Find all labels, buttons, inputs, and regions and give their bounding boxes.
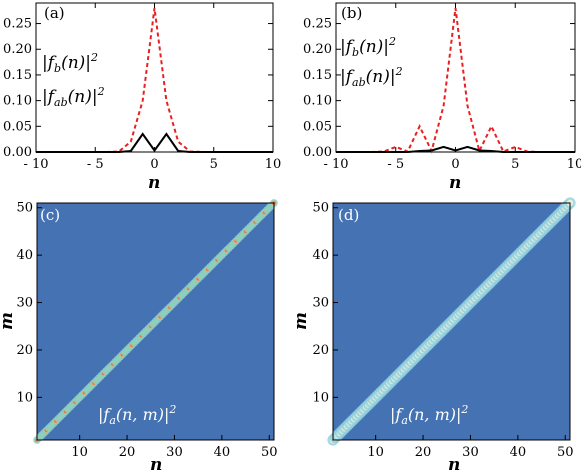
- x-tick-label: 10: [367, 445, 384, 460]
- panel-b-xlabel: n: [449, 173, 461, 193]
- panel-d-label: (d): [338, 206, 359, 224]
- x-tick-label: 20: [415, 445, 432, 460]
- x-tick-label: 0: [451, 157, 459, 172]
- x-tick-label: 10: [567, 157, 581, 172]
- y-tick-label: 0.15: [303, 68, 332, 83]
- x-tick-label: 10: [265, 157, 282, 172]
- x-tick-label: - 5: [387, 157, 404, 172]
- y-tick-label: 0.25: [303, 17, 332, 32]
- x-tick-label: 10: [71, 445, 88, 460]
- x-tick-label: 30: [166, 445, 183, 460]
- y-tick-label: 0.20: [303, 42, 332, 57]
- panel-a-line-chart: (a) |fb(n)|2 |fab(n)|2 n 0.00 0.05 0.10 0.1…: [3, 2, 282, 193]
- y-tick-label: 50: [16, 201, 33, 216]
- x-tick-label: - 5: [87, 157, 104, 172]
- y-tick-label: 10: [16, 390, 33, 405]
- panel-b-legend-fab: |fab(n)|2: [340, 65, 403, 89]
- panel-b-legend-fb: |fb(n)|2: [340, 35, 396, 59]
- y-tick-label: 0.15: [3, 68, 32, 83]
- x-tick-label: - 10: [323, 157, 348, 172]
- panel-a-frame: [35, 2, 274, 153]
- y-tick-label: 20: [312, 343, 329, 358]
- y-tick-label: 30: [312, 296, 329, 311]
- y-tick-label: 0.20: [3, 42, 32, 57]
- x-tick-label: - 10: [23, 157, 48, 172]
- y-tick-label: 50: [312, 201, 329, 216]
- y-tick-label: 40: [16, 248, 33, 263]
- panel-d-ylabel: m: [291, 312, 311, 330]
- x-tick-label: 5: [511, 157, 519, 172]
- panel-c-xlabel: n: [150, 455, 162, 474]
- y-tick-label: 0.00: [3, 145, 32, 160]
- y-tick-label: 20: [16, 343, 33, 358]
- panel-a-xlabel: n: [148, 173, 160, 193]
- y-tick-label: 30: [16, 296, 33, 311]
- y-tick-label: 0.05: [3, 119, 32, 134]
- x-tick-label: 30: [462, 445, 479, 460]
- panel-b-line-chart: (b) |fb(n)|2 |fab(n)|2 n 0.00 0.05 0.10 0.1…: [303, 2, 581, 193]
- y-tick-label: 0.10: [303, 94, 332, 109]
- panel-a-legend-fab: |fab(n)|2: [42, 85, 105, 109]
- x-tick-label: 40: [510, 445, 527, 460]
- x-tick-label: 40: [214, 445, 231, 460]
- y-tick-label: 0.10: [3, 94, 32, 109]
- y-tick-label: 0.05: [303, 119, 332, 134]
- x-tick-label: 0: [150, 157, 158, 172]
- panel-a-label: (a): [44, 4, 65, 22]
- x-tick-label: 50: [557, 445, 574, 460]
- x-tick-label: 20: [119, 445, 136, 460]
- heatmap-frame: [332, 202, 571, 441]
- series-line-fb: [36, 7, 273, 153]
- heatmap-frame: [36, 202, 275, 441]
- x-tick-label: 5: [210, 157, 218, 172]
- x-tick-label: 50: [261, 445, 278, 460]
- series-line-fab: [336, 145, 575, 153]
- panel-a-legend-fb: |fb(n)|2: [42, 51, 98, 75]
- y-tick-label: 40: [312, 248, 329, 263]
- y-tick-label: 0.00: [303, 145, 332, 160]
- panel-b-label: (b): [341, 4, 362, 22]
- series-line-fab: [36, 132, 273, 153]
- panel-c-ylabel: m: [0, 312, 17, 330]
- panel-d-xlabel: n: [448, 455, 460, 474]
- y-tick-label: 10: [312, 390, 329, 405]
- panel-c-label: (c): [40, 206, 60, 224]
- y-tick-label: 0.25: [3, 17, 32, 32]
